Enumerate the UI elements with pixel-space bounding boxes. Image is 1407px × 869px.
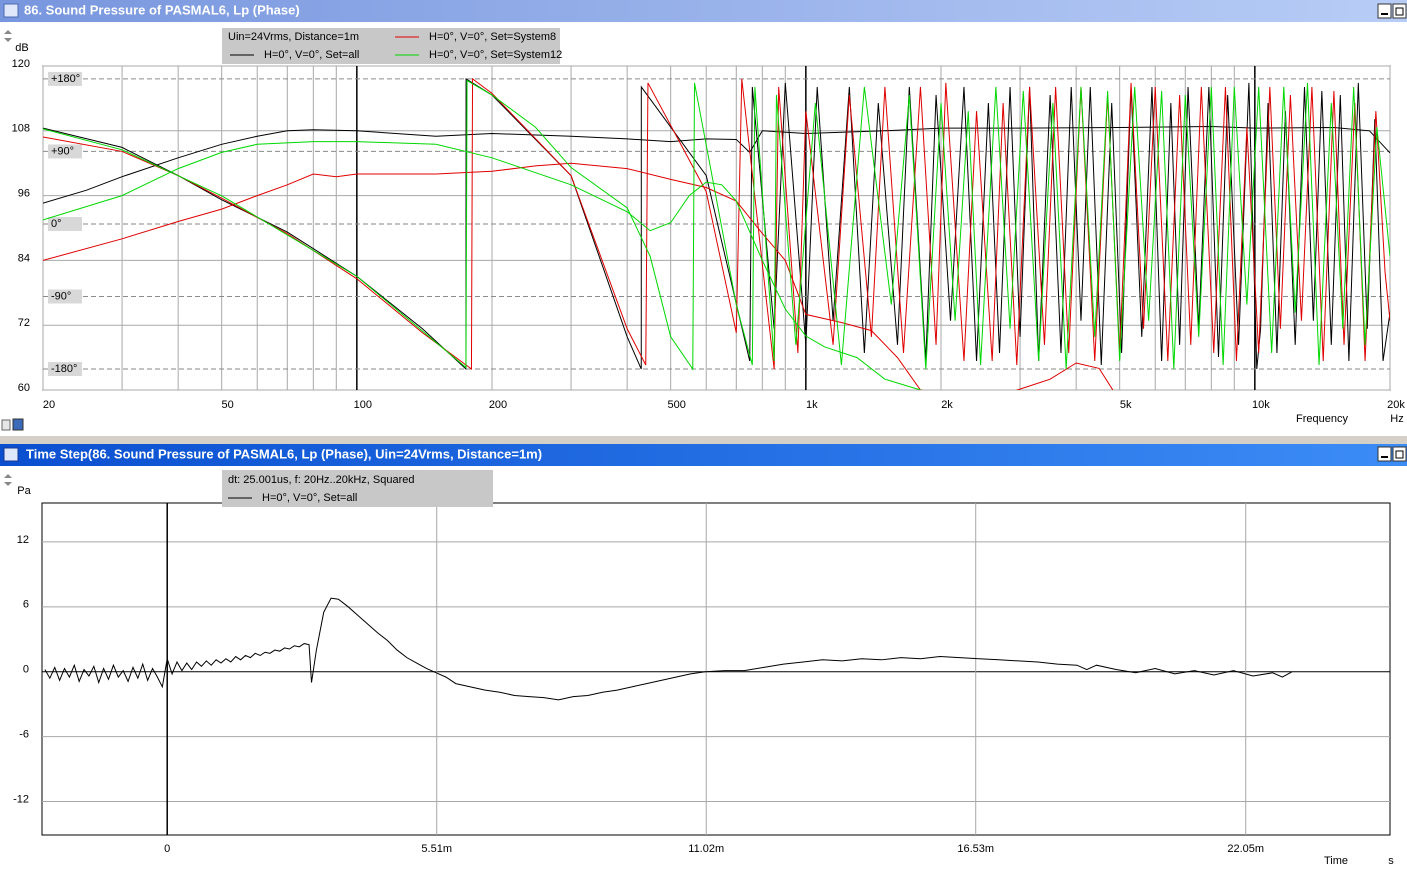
y-axis-label: Pa: [17, 485, 31, 497]
y2-tick-label: +90°: [51, 145, 74, 157]
window-title: Time Step(86. Sound Pressure of PASMAL6,…: [26, 446, 542, 461]
x-tick-label: 5k: [1120, 399, 1132, 411]
legend-label: H=0°, V=0°, Set=System8: [429, 31, 556, 43]
restore-icon: [1395, 450, 1404, 459]
x-axis-label: Frequency: [1296, 413, 1348, 425]
window-title: 86. Sound Pressure of PASMAL6, Lp (Phase…: [24, 2, 300, 17]
window-separator: [0, 436, 1407, 444]
legend-title: Uin=24Vrms, Distance=1m: [228, 31, 359, 43]
window-icon: [3, 447, 19, 462]
y-tick-label: 84: [18, 252, 30, 264]
phase-line: [43, 79, 1390, 371]
y2-tick-label: -180°: [51, 363, 77, 375]
x-tick-label: 11.02m: [688, 843, 724, 855]
y-tick-label: -12: [13, 793, 29, 805]
y-tick-label: 60: [18, 382, 30, 394]
x-tick-label: 22.05m: [1227, 843, 1264, 855]
y-tick-label: 72: [18, 317, 30, 329]
data-line: [43, 162, 1114, 390]
x-tick-label: 100: [354, 399, 372, 411]
legend-label: H=0°, V=0°, Set=all: [262, 492, 357, 504]
x-tick-label: 20: [43, 399, 55, 411]
x-tick-label: 500: [667, 399, 685, 411]
y2-tick-label: +180°: [51, 73, 80, 85]
plot-area: [42, 65, 1391, 391]
x-tick-label: 2k: [941, 399, 953, 411]
y-tick-label: 120: [12, 58, 30, 70]
zoom-arrows[interactable]: [4, 30, 12, 42]
y-axis-label: dB: [15, 42, 28, 54]
y2-tick-box: [48, 144, 82, 159]
y-tick-label: 0: [23, 664, 29, 676]
x-tick-label: 1k: [806, 399, 818, 411]
x-tick-label: 200: [489, 399, 507, 411]
legend-box: [222, 28, 560, 64]
legend-label: H=0°, V=0°, Set=System12: [429, 49, 562, 61]
toolbar-icon[interactable]: [12, 418, 24, 431]
y2-tick-box: [48, 71, 82, 86]
legend-title: dt: 25.001us, f: 20Hz..20kHz, Squared: [228, 474, 415, 486]
y2-tick-box: [48, 362, 82, 377]
legend-box: [222, 470, 493, 507]
data-line: [43, 141, 922, 390]
phase-line: [43, 77, 1390, 371]
toolbar-icon[interactable]: [1, 419, 11, 431]
legend-label: H=0°, V=0°, Set=all: [264, 49, 359, 61]
restore-button[interactable]: [1392, 446, 1407, 462]
y2-tick-label: -90°: [51, 290, 71, 302]
x-tick-label: 0: [164, 843, 170, 855]
data-line: [43, 125, 1390, 204]
x-tick-label: 10k: [1252, 399, 1270, 411]
title-bar: [0, 0, 1407, 22]
y2-tick-box: [48, 216, 82, 231]
y-tick-label: -6: [19, 728, 29, 740]
plot-area: [41, 502, 1391, 836]
restore-button[interactable]: [1392, 3, 1407, 19]
y2-tick-box: [48, 289, 82, 304]
x-tick-label: 50: [222, 399, 234, 411]
y-tick-label: 6: [23, 599, 29, 611]
x-axis-unit: s: [1388, 855, 1394, 867]
x-tick-label: 5.51m: [421, 843, 452, 855]
y-tick-label: 12: [17, 534, 29, 546]
data-line: [44, 597, 1293, 701]
title-bar: [0, 444, 1407, 466]
window-icon: [3, 3, 19, 18]
x-tick-label: 20k: [1387, 399, 1405, 411]
phase-line: [43, 78, 1390, 371]
restore-icon: [1395, 7, 1404, 16]
x-tick-label: 16.53m: [957, 843, 994, 855]
minimize-button[interactable]: [1377, 446, 1392, 462]
x-axis-label: Time: [1324, 855, 1348, 867]
y-tick-label: 96: [18, 188, 30, 200]
y2-tick-label: 0°: [51, 218, 62, 230]
x-axis-unit: Hz: [1390, 413, 1403, 425]
y-tick-label: 108: [12, 123, 30, 135]
minimize-button[interactable]: [1377, 3, 1392, 19]
zoom-arrows[interactable]: [4, 474, 12, 486]
